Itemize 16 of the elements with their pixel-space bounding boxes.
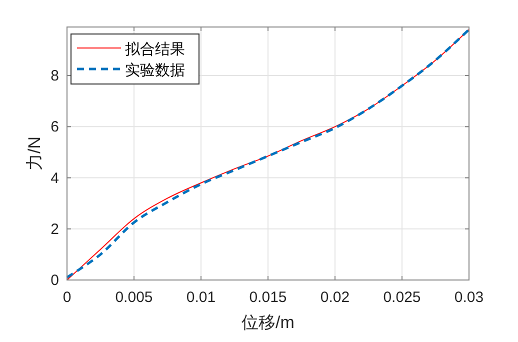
- y-axis-title: 力/N: [25, 136, 44, 170]
- x-tick-label: 0.005: [115, 289, 153, 306]
- y-tick-label: 0: [50, 272, 59, 289]
- x-tick-label: 0.03: [454, 289, 484, 306]
- y-tick-label: 4: [50, 170, 59, 187]
- x-tick-label: 0.025: [383, 289, 421, 306]
- y-tick-label: 6: [50, 118, 59, 136]
- legend-label: 实验数据: [125, 62, 185, 79]
- x-tick-label: 0.02: [320, 289, 350, 306]
- x-tick-label: 0.015: [249, 289, 287, 306]
- x-axis-title: 位移/m: [242, 313, 294, 332]
- y-tick-label: 2: [50, 220, 59, 238]
- x-tick-label: 0.01: [186, 289, 216, 306]
- legend-label: 拟合结果: [125, 41, 185, 58]
- y-tick-label: 8: [50, 68, 59, 85]
- x-tick-label: 0: [62, 289, 72, 306]
